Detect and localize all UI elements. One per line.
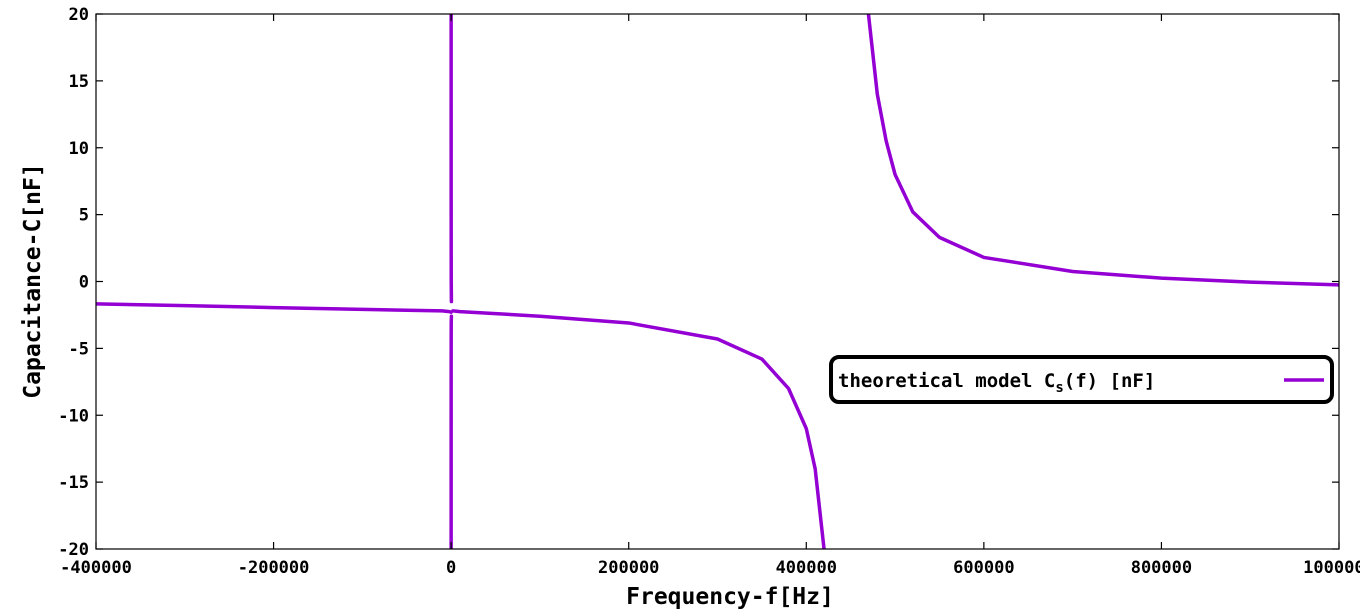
legend-label-suffix: (f) [nF] — [1064, 370, 1156, 392]
x-tick-label: 200000 — [598, 558, 659, 578]
y-axis-title: Capacitance-C[nF] — [20, 163, 46, 398]
y-tick-label: 0 — [79, 273, 89, 293]
y-tick-label: -5 — [69, 339, 89, 359]
x-tick-label: 600000 — [953, 558, 1014, 578]
y-tick-label: -15 — [58, 473, 89, 493]
y-tick-label: -20 — [58, 540, 89, 560]
y-tick-label: 15 — [69, 72, 89, 92]
legend-label-prefix: theoretical model C — [838, 370, 1055, 392]
legend: theoretical model Cs(f) [nF] — [829, 355, 1334, 404]
series-curve-segment-5 — [866, 14, 1339, 287]
x-tick-label: 0 — [446, 558, 456, 578]
x-axis-title: Frequency-f[Hz] — [626, 584, 834, 610]
x-tick-label: -400000 — [60, 558, 132, 578]
tick-group: -400000 -200000 0 200000 400000 600000 800000 1… — [58, 5, 1360, 578]
legend-label-subscript: s — [1055, 380, 1063, 396]
y-tick-label: 10 — [69, 139, 89, 159]
y-tick-label: 5 — [79, 206, 89, 226]
plot-frame — [95, 13, 1340, 550]
y-tick-label: -10 — [58, 406, 89, 426]
series-curve-segment-1 — [96, 302, 453, 315]
x-tick-label: 800000 — [1131, 558, 1192, 578]
series-curve-segment-4 — [451, 309, 826, 549]
curve-group — [96, 14, 1339, 549]
legend-label: theoretical model Cs(f) [nF] — [838, 370, 1155, 396]
legend-box — [829, 355, 1334, 404]
x-tick-label: 1000000 — [1303, 558, 1360, 578]
x-tick-label: -200000 — [238, 558, 310, 578]
y-tick-label: 20 — [69, 5, 89, 25]
x-tick-label: 400000 — [776, 558, 837, 578]
